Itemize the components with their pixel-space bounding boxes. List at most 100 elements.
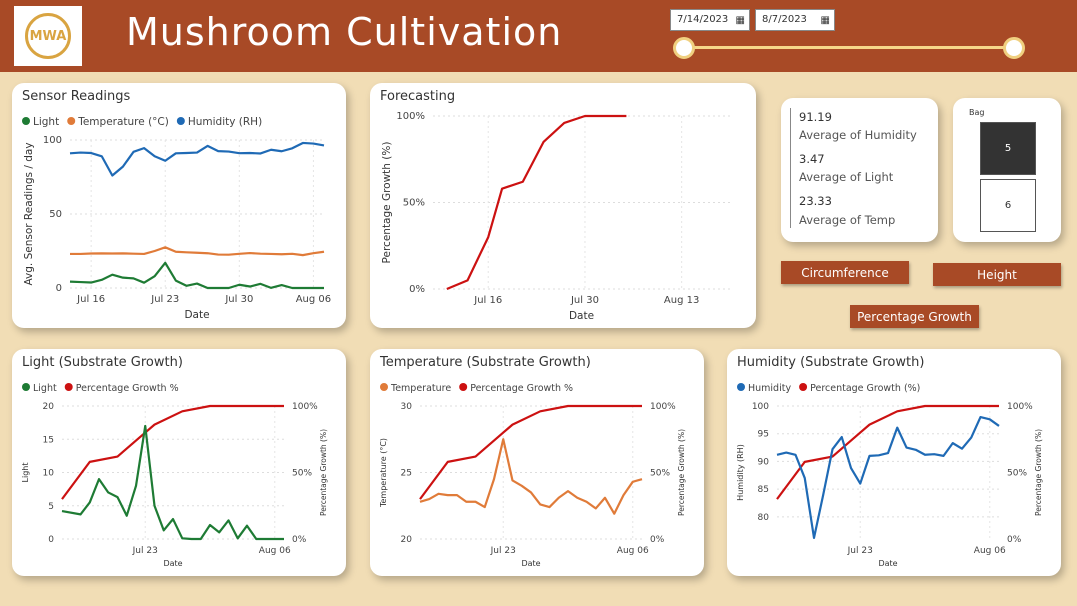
legend-marker — [799, 383, 808, 391]
avg-humidity-label: Average of Humidity — [799, 128, 917, 142]
x-tick-label: Jul 23 — [132, 546, 158, 556]
sensor-readings-title: Sensor Readings — [22, 89, 131, 104]
y2-tick-label: 50% — [1007, 469, 1027, 479]
x-tick-label: Jul 16 — [473, 295, 502, 306]
temperature-substrate-card: Temperature (Substrate Growth) 30 25 20 100… — [370, 349, 704, 576]
page-title: Mushroom Cultivation — [126, 10, 563, 54]
calendar-icon[interactable]: ▦ — [820, 15, 830, 26]
y-tick-label: 85 — [758, 485, 769, 495]
x-tick-label: Jul 30 — [570, 295, 599, 306]
percentage-growth-button[interactable]: Percentage Growth — [850, 305, 979, 328]
growth-series-line — [61, 404, 284, 500]
y2-tick-label: 100% — [292, 402, 318, 412]
y-tick-label: 100% — [396, 111, 425, 122]
calendar-icon[interactable]: ▦ — [735, 15, 745, 26]
legend-label: Percentage Growth (%) — [810, 383, 920, 394]
bag-option-6[interactable]: 6 — [980, 179, 1036, 232]
y-tick-label: 50% — [403, 198, 425, 209]
x-axis-title: Date — [878, 559, 897, 568]
slider-start-handle[interactable] — [673, 37, 695, 59]
avg-temp-value: 23.33 — [799, 194, 832, 208]
legend-marker — [176, 117, 185, 125]
x-tick-label: Jul 16 — [76, 294, 105, 305]
light-substrate-card: Light (Substrate Growth) 20 15 10 5 0 100% 50%… — [12, 349, 346, 576]
legend-label: Percentage Growth % — [76, 383, 179, 394]
legend-label: Light — [33, 116, 59, 128]
x-tick-label: Aug 13 — [664, 295, 699, 306]
y-tick-label: 50 — [49, 209, 62, 220]
bag-slicer-label: Bag — [969, 108, 985, 117]
sensor-readings-chart: 100 50 0 Jul 16 Jul 23 Jul 30 Aug 06 Date Avg. S… — [22, 116, 331, 321]
legend-marker — [737, 383, 745, 391]
y-tick-label: 90 — [758, 457, 770, 467]
x-axis-title: Date — [521, 559, 540, 568]
y2-tick-label: 100% — [650, 402, 676, 412]
y-tick-label: 20 — [401, 535, 413, 545]
temperature-series-line — [419, 438, 643, 515]
start-date-input[interactable]: 7/14/2023 ▦ — [670, 9, 750, 31]
humidity-series-line — [776, 415, 1000, 539]
legend-marker — [459, 383, 468, 391]
header-bar: MWA Mushroom Cultivation 7/14/2023 ▦ 8/7/… — [0, 0, 1077, 72]
light-substrate-chart: 20 15 10 5 0 100% 50% 0% Jul 23 Aug 06 Date Light Pe… — [21, 383, 328, 568]
y-axis-title: Light — [21, 463, 30, 483]
y-tick-label: 100 — [752, 402, 769, 412]
y-tick-label: 0 — [48, 535, 54, 545]
legend-label: Light — [33, 383, 57, 394]
legend-label: Humidity — [748, 383, 791, 394]
y-tick-label: 30 — [401, 402, 413, 412]
x-axis-title: Date — [184, 309, 209, 321]
forecasting-chart: 100% 50% 0% Jul 16 Jul 30 Aug 13 Date Percentag… — [381, 111, 730, 322]
slider-end-handle[interactable] — [1003, 37, 1025, 59]
legend-label: Temperature (°C) — [77, 116, 169, 128]
light-series-line — [69, 261, 324, 290]
end-date-input[interactable]: 8/7/2023 ▦ — [755, 9, 835, 31]
y-axis-title: Temperature (°C) — [379, 438, 388, 508]
legend-label: Percentage Growth % — [470, 383, 573, 394]
y2-tick-label: 100% — [1007, 402, 1033, 412]
y-tick-label: 0 — [56, 283, 62, 294]
growth-series-line — [776, 404, 999, 500]
y2-tick-label: 0% — [1007, 535, 1022, 545]
y-tick-label: 95 — [758, 430, 769, 440]
y2-tick-label: 0% — [650, 535, 665, 545]
logo: MWA — [14, 6, 82, 66]
light-substrate-title: Light (Substrate Growth) — [22, 355, 183, 370]
temperature-substrate-title: Temperature (Substrate Growth) — [380, 355, 591, 370]
humidity-substrate-chart: 100 95 90 85 80 100% 50% 0% Jul 23 Aug 06 Date Humi… — [736, 383, 1043, 568]
humidity-series-line — [69, 141, 325, 177]
y2-axis-title: Percentage Growth (%) — [319, 429, 328, 516]
y-tick-label: 100 — [43, 135, 62, 146]
y2-axis-title: Percentage Growth (%) — [677, 429, 686, 516]
legend-marker — [380, 383, 388, 391]
humidity-substrate-card: Humidity (Substrate Growth) 100 95 90 85 80 1… — [727, 349, 1061, 576]
kpi-divider — [790, 108, 791, 228]
bag-option-5[interactable]: 5 — [980, 122, 1036, 175]
x-tick-label: Jul 23 — [150, 294, 179, 305]
y2-tick-label: 0% — [292, 535, 307, 545]
y-tick-label: 10 — [43, 469, 55, 479]
start-date-value: 7/14/2023 — [677, 14, 729, 25]
x-axis-title: Date — [569, 310, 594, 322]
legend-label: Temperature — [390, 383, 451, 394]
legend-marker — [22, 117, 30, 125]
height-button[interactable]: Height — [933, 263, 1061, 286]
y2-axis-title: Percentage Growth (%) — [1034, 429, 1043, 516]
y-tick-label: 80 — [758, 513, 770, 523]
x-tick-label: Jul 23 — [847, 546, 873, 556]
circumference-button[interactable]: Circumference — [781, 261, 909, 284]
x-tick-label: Aug 06 — [296, 294, 331, 305]
y-tick-label: 25 — [401, 469, 412, 479]
legend-label: Humidity (RH) — [188, 116, 262, 128]
x-tick-label: Jul 30 — [224, 294, 253, 305]
y-axis-title: Humidity (RH) — [736, 444, 745, 501]
temperature-series-line — [70, 246, 325, 257]
x-tick-label: Aug 06 — [974, 546, 1006, 556]
x-tick-label: Aug 06 — [259, 546, 291, 556]
legend-marker — [64, 383, 73, 391]
humidity-substrate-title: Humidity (Substrate Growth) — [737, 355, 925, 370]
avg-humidity-value: 91.19 — [799, 110, 832, 124]
date-range-slider[interactable] — [684, 46, 1014, 49]
avg-light-value: 3.47 — [799, 152, 825, 166]
y-axis-title: Avg. Sensor Readings / day — [23, 142, 35, 285]
